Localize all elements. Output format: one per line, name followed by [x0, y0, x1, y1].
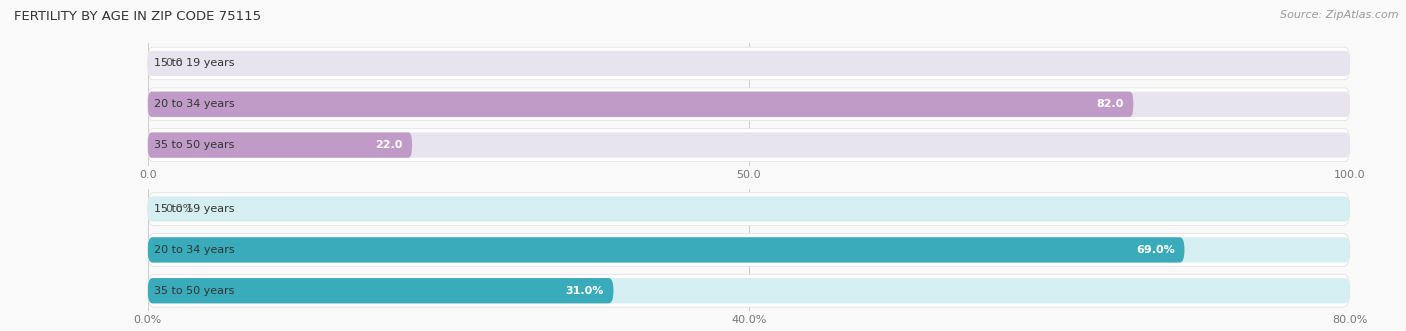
Text: 31.0%: 31.0%: [565, 286, 603, 296]
FancyBboxPatch shape: [148, 278, 1350, 304]
FancyBboxPatch shape: [148, 237, 1184, 262]
Text: 15 to 19 years: 15 to 19 years: [153, 59, 235, 69]
FancyBboxPatch shape: [148, 278, 613, 304]
FancyBboxPatch shape: [148, 196, 1350, 222]
Text: 15 to 19 years: 15 to 19 years: [153, 204, 235, 214]
Text: 69.0%: 69.0%: [1136, 245, 1175, 255]
FancyBboxPatch shape: [148, 92, 1350, 117]
Text: 35 to 50 years: 35 to 50 years: [153, 140, 233, 150]
FancyBboxPatch shape: [148, 129, 1350, 162]
FancyBboxPatch shape: [148, 274, 1350, 307]
Text: 22.0: 22.0: [375, 140, 402, 150]
FancyBboxPatch shape: [148, 132, 412, 158]
Text: 0.0: 0.0: [166, 59, 183, 69]
Text: 20 to 34 years: 20 to 34 years: [153, 245, 235, 255]
Text: 0.0%: 0.0%: [166, 204, 194, 214]
Text: 20 to 34 years: 20 to 34 years: [153, 99, 235, 109]
FancyBboxPatch shape: [148, 88, 1350, 120]
FancyBboxPatch shape: [148, 193, 1350, 225]
FancyBboxPatch shape: [148, 234, 1350, 266]
FancyBboxPatch shape: [148, 237, 1350, 262]
FancyBboxPatch shape: [148, 47, 1350, 80]
Text: 35 to 50 years: 35 to 50 years: [153, 286, 233, 296]
Text: FERTILITY BY AGE IN ZIP CODE 75115: FERTILITY BY AGE IN ZIP CODE 75115: [14, 10, 262, 23]
Text: Source: ZipAtlas.com: Source: ZipAtlas.com: [1281, 10, 1399, 20]
FancyBboxPatch shape: [148, 132, 1350, 158]
Text: 82.0: 82.0: [1097, 99, 1123, 109]
FancyBboxPatch shape: [148, 51, 1350, 76]
FancyBboxPatch shape: [148, 92, 1133, 117]
